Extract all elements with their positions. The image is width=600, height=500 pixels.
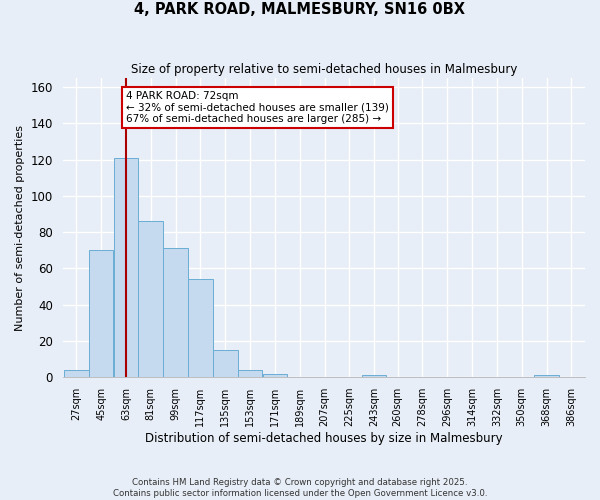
Bar	[139, 222, 163, 377]
Bar	[213, 350, 238, 377]
X-axis label: Distribution of semi-detached houses by size in Malmesbury: Distribution of semi-detached houses by …	[145, 432, 503, 445]
Bar	[263, 374, 287, 377]
Bar	[362, 376, 386, 377]
Bar	[89, 250, 113, 377]
Bar	[188, 280, 212, 377]
Bar	[238, 370, 262, 377]
Y-axis label: Number of semi-detached properties: Number of semi-detached properties	[15, 124, 25, 330]
Bar	[163, 248, 188, 377]
Bar	[64, 370, 89, 377]
Title: Size of property relative to semi-detached houses in Malmesbury: Size of property relative to semi-detach…	[131, 62, 517, 76]
Text: 4 PARK ROAD: 72sqm
← 32% of semi-detached houses are smaller (139)
67% of semi-d: 4 PARK ROAD: 72sqm ← 32% of semi-detache…	[126, 90, 389, 124]
Text: 4, PARK ROAD, MALMESBURY, SN16 0BX: 4, PARK ROAD, MALMESBURY, SN16 0BX	[134, 2, 466, 18]
Text: Contains HM Land Registry data © Crown copyright and database right 2025.
Contai: Contains HM Land Registry data © Crown c…	[113, 478, 487, 498]
Bar	[113, 158, 138, 377]
Bar	[534, 376, 559, 377]
